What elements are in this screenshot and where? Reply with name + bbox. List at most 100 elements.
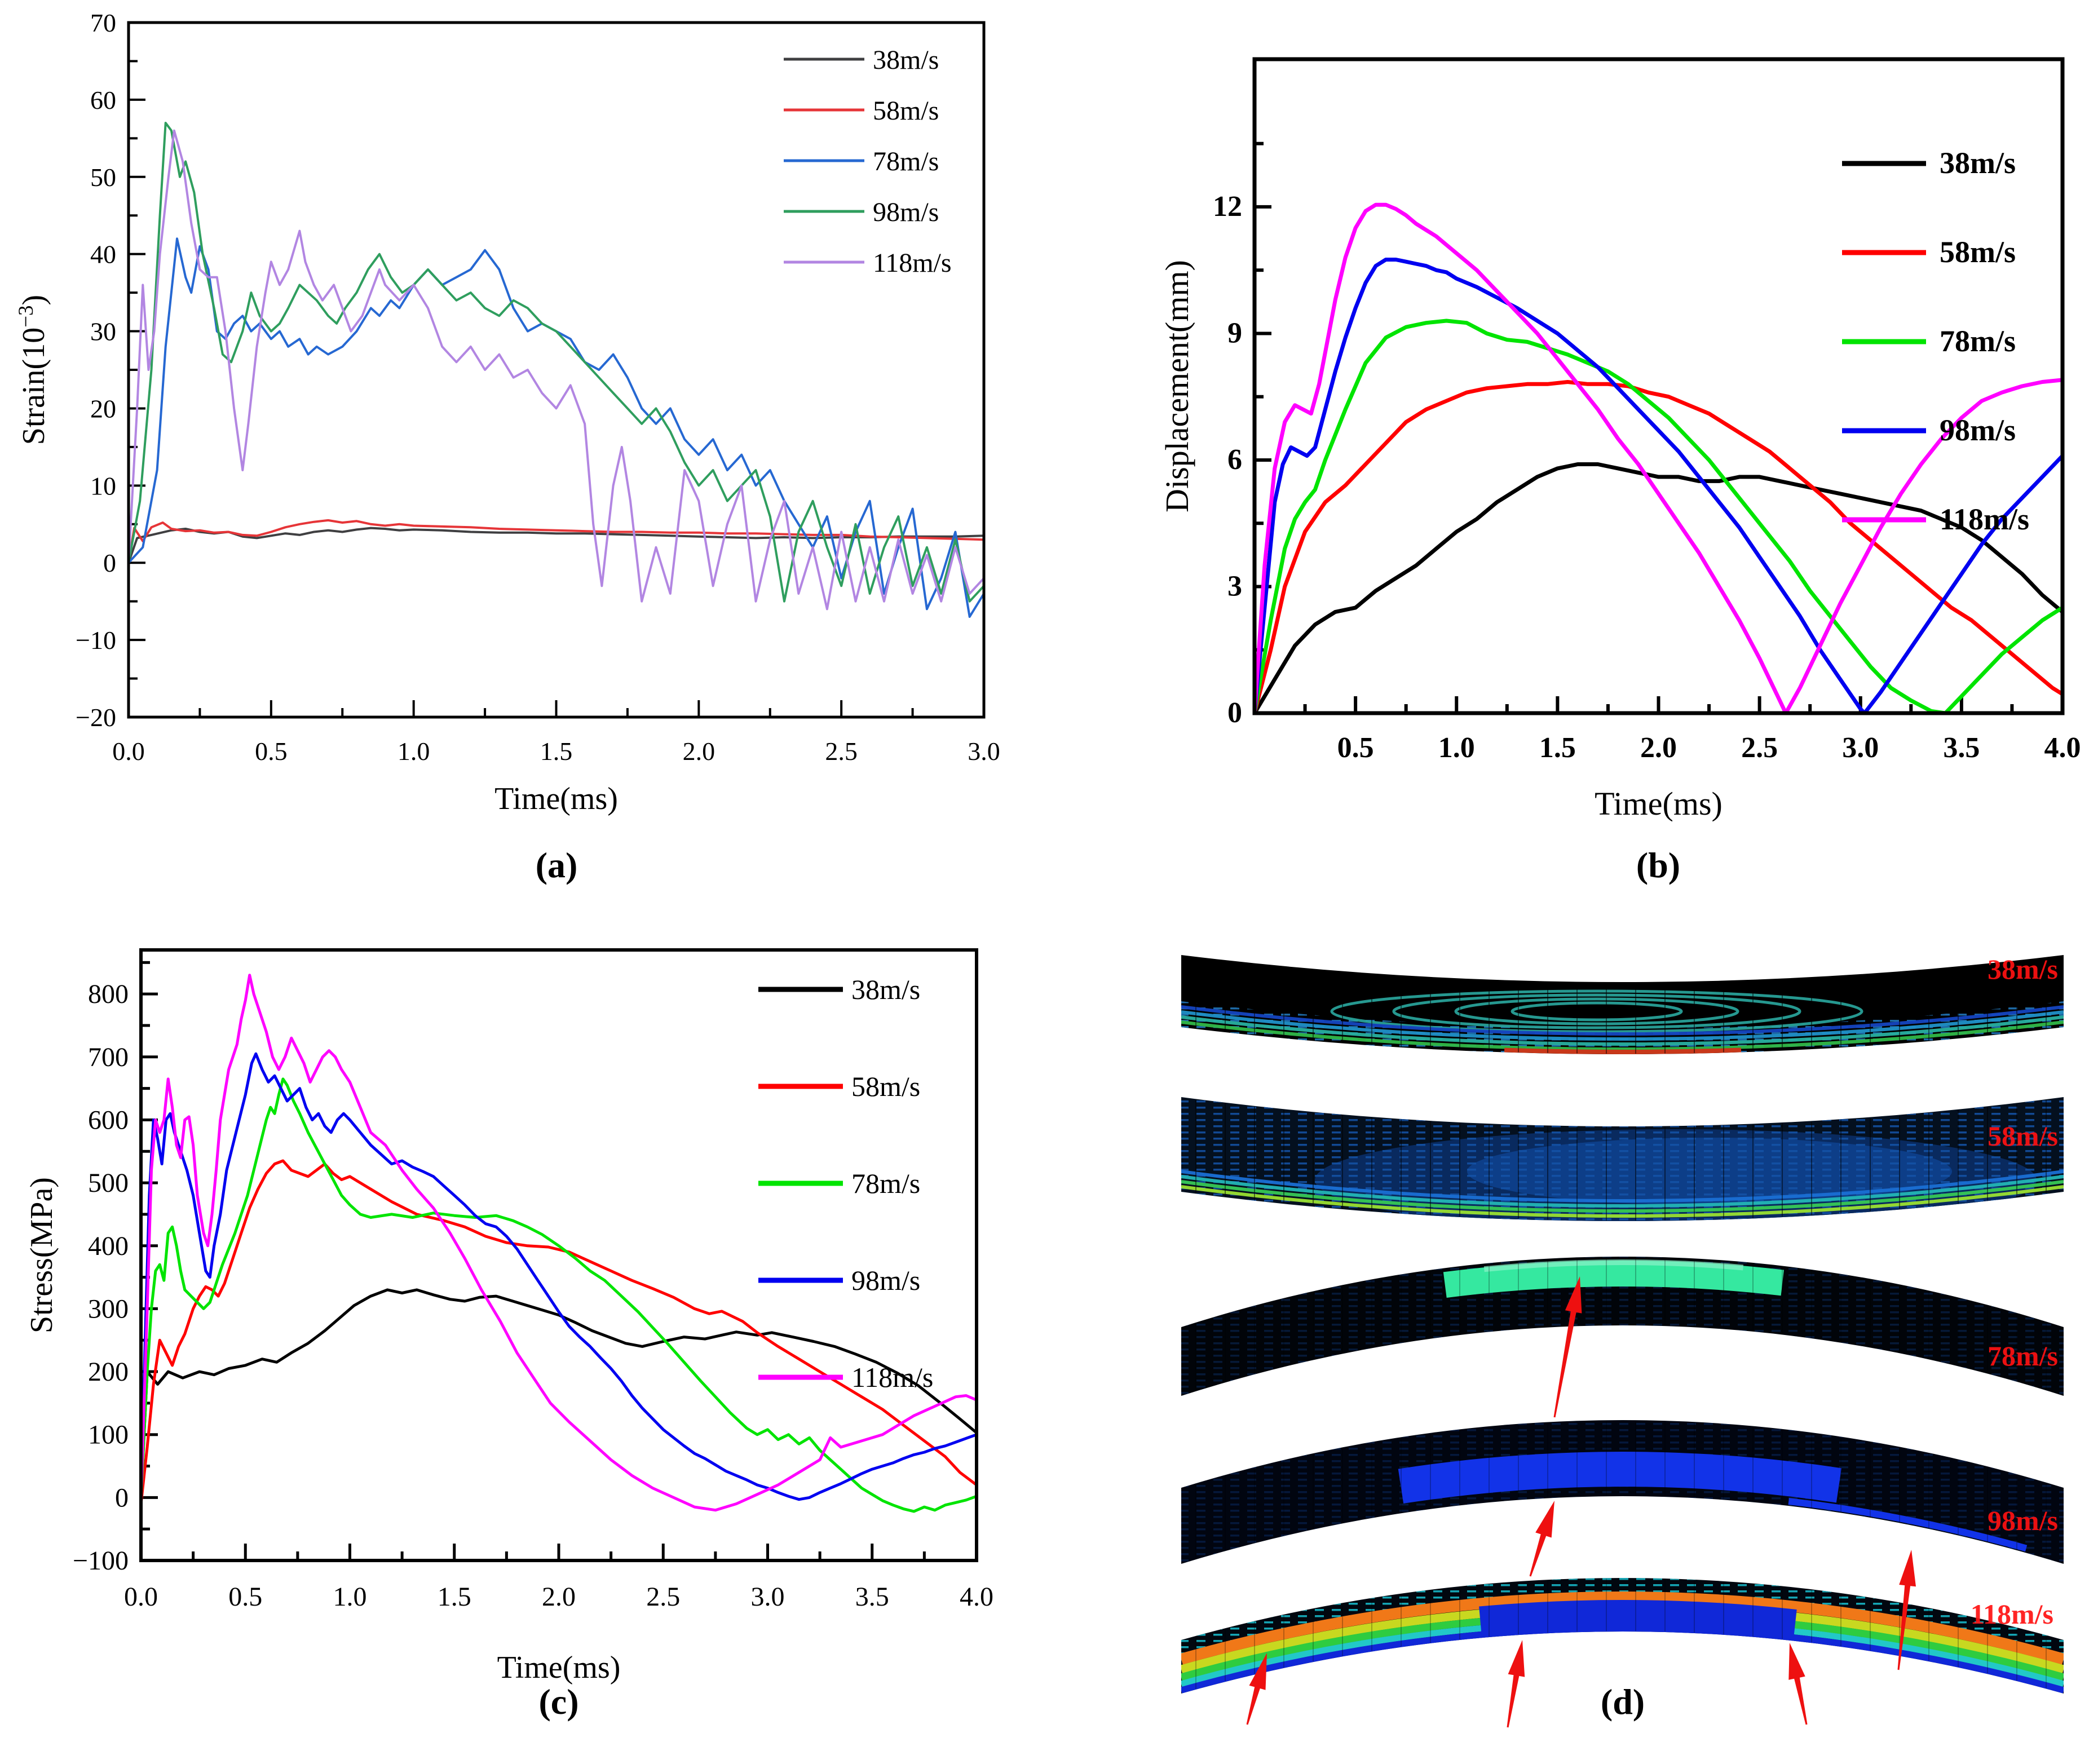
legend-label-38m-s: 38m/s — [851, 974, 920, 1005]
series-118m-s — [141, 974, 977, 1512]
svg-text:300: 300 — [88, 1294, 129, 1324]
svg-text:1.0: 1.0 — [333, 1582, 367, 1612]
legend-label-58m-s: 58m/s — [873, 96, 939, 126]
svg-text:2.5: 2.5 — [825, 737, 858, 766]
svg-text:3.0: 3.0 — [1842, 732, 1879, 764]
annotation-arrows — [1246, 1276, 1916, 1728]
legend-label-58m-s: 58m/s — [851, 1071, 920, 1102]
legend-label-98m-s: 98m/s — [873, 197, 939, 227]
legend-label-38m-s: 38m/s — [873, 45, 939, 75]
svg-text:0.0: 0.0 — [124, 1582, 158, 1612]
svg-text:0.0: 0.0 — [112, 737, 145, 766]
svg-text:3.0: 3.0 — [968, 737, 1000, 766]
svg-text:9: 9 — [1227, 317, 1242, 349]
red-arrow-icon — [1529, 1501, 1554, 1577]
svg-text:0: 0 — [115, 1483, 129, 1513]
red-arrow-icon — [1788, 1643, 1808, 1725]
y-tick-labels: −20 −10 0 10 20 30 40 50 60 70 — [76, 8, 116, 732]
axis-ticks — [1255, 142, 2064, 715]
sim-strip-58m-s — [1181, 1097, 2064, 1221]
series-38m-s — [1255, 462, 2062, 713]
red-arrow-icon — [1553, 1276, 1582, 1418]
chart-b-displacement: 0.5 1.0 1.5 2.0 2.5 3.0 3.5 4.0 0 3 6 9 12 Time(ms) Di… — [1159, 57, 2081, 822]
svg-text:3.5: 3.5 — [1943, 732, 1980, 764]
sim-strip-118m-s — [1181, 1578, 2064, 1694]
caption-c: (c) — [538, 1682, 579, 1722]
caption-b: (b) — [1636, 845, 1681, 885]
legend-label-78m-s: 78m/s — [1940, 324, 2016, 358]
axis-ticks — [139, 961, 978, 1562]
y-tick-labels: −100 0 100 200 300 400 500 600 700 800 — [73, 979, 129, 1576]
series-98m-s — [141, 1052, 977, 1501]
svg-text:3.5: 3.5 — [855, 1582, 889, 1612]
legend-label-38m-s: 38m/s — [1940, 146, 2016, 180]
svg-text:70: 70 — [90, 8, 116, 37]
svg-text:10: 10 — [90, 471, 116, 500]
svg-text:400: 400 — [88, 1231, 129, 1261]
svg-text:0: 0 — [1227, 697, 1242, 729]
svg-text:50: 50 — [90, 163, 116, 192]
svg-text:4.0: 4.0 — [960, 1582, 993, 1612]
sim-label-38m-s: 38m/s — [1988, 953, 2058, 985]
svg-text:60: 60 — [90, 86, 116, 114]
x-axis-label: Time(ms) — [1595, 785, 1723, 822]
svg-text:600: 600 — [88, 1105, 129, 1135]
svg-text:4.0: 4.0 — [2044, 732, 2081, 764]
svg-text:500: 500 — [88, 1168, 129, 1198]
sim-strip-38m-s — [1181, 955, 2064, 1054]
series-58m-s — [1255, 380, 2062, 713]
sim-label-98m-s: 98m/s — [1988, 1505, 2058, 1536]
caption-d: (d) — [1600, 1682, 1645, 1722]
chart-a-strain: 0.0 0.5 1.0 1.5 2.0 2.5 3.0 −20 −10 0 10 20 30 40 50 60… — [14, 8, 1000, 816]
svg-text:−10: −10 — [76, 626, 116, 655]
svg-text:3: 3 — [1227, 570, 1242, 602]
red-arrow-icon — [1897, 1550, 1916, 1670]
series-78m-s — [129, 237, 984, 618]
svg-text:200: 200 — [88, 1357, 129, 1387]
sim-strip-78m-s — [1181, 1257, 2064, 1396]
svg-text:2.5: 2.5 — [1741, 732, 1778, 764]
svg-text:2.0: 2.0 — [683, 737, 716, 766]
x-tick-labels: 0.0 0.5 1.0 1.5 2.0 2.5 3.0 — [112, 737, 1000, 766]
svg-text:−20: −20 — [76, 703, 116, 732]
legend-label-118m-s: 118m/s — [1940, 502, 2029, 536]
x-axis-label: Time(ms) — [494, 781, 618, 816]
svg-text:3.0: 3.0 — [751, 1582, 785, 1612]
svg-text:100: 100 — [88, 1420, 129, 1450]
svg-text:2.0: 2.0 — [542, 1582, 576, 1612]
caption-a: (a) — [535, 845, 578, 885]
svg-text:800: 800 — [88, 979, 129, 1009]
series-78m-s — [1255, 319, 2062, 713]
series-58m-s — [141, 1159, 977, 1505]
sim-label-58m-s: 58m/s — [1988, 1120, 2058, 1152]
series-lines — [1255, 202, 2062, 713]
series-lines — [129, 122, 984, 618]
svg-text:6: 6 — [1227, 444, 1242, 476]
plot-border — [139, 948, 978, 1562]
y-axis-label: Strain(10−3) — [14, 295, 51, 445]
series-118m-s — [1255, 202, 2062, 713]
plot-border — [127, 21, 986, 719]
axis-ticks — [127, 21, 985, 718]
chart-c-stress: 0.0 0.5 1.0 1.5 2.0 2.5 3.0 3.5 4.0 −100 0 100 200 30… — [24, 948, 993, 1685]
svg-text:2.0: 2.0 — [1640, 732, 1677, 764]
svg-text:0.5: 0.5 — [1337, 732, 1374, 764]
series-58m-s — [129, 519, 984, 564]
x-tick-labels: 0.0 0.5 1.0 1.5 2.0 2.5 3.0 3.5 4.0 — [124, 1582, 993, 1612]
y-axis-label: Stress(MPa) — [24, 1177, 59, 1333]
red-arrow-icon — [1246, 1653, 1267, 1725]
legend-label-118m-s: 118m/s — [851, 1361, 933, 1393]
svg-text:1.5: 1.5 — [1539, 732, 1576, 764]
svg-text:1.5: 1.5 — [438, 1582, 471, 1612]
red-arrow-icon — [1507, 1640, 1525, 1728]
y-tick-labels: 0 3 6 9 12 — [1213, 191, 1242, 729]
series-118m-s — [129, 129, 984, 611]
svg-text:1.5: 1.5 — [540, 737, 573, 766]
svg-text:1.0: 1.0 — [398, 737, 430, 766]
legend-label-58m-s: 58m/s — [1940, 235, 2016, 269]
legend-label-98m-s: 98m/s — [1940, 413, 2016, 447]
svg-text:2.5: 2.5 — [646, 1582, 680, 1612]
svg-text:0.5: 0.5 — [228, 1582, 262, 1612]
legend-label-78m-s: 78m/s — [851, 1168, 920, 1199]
